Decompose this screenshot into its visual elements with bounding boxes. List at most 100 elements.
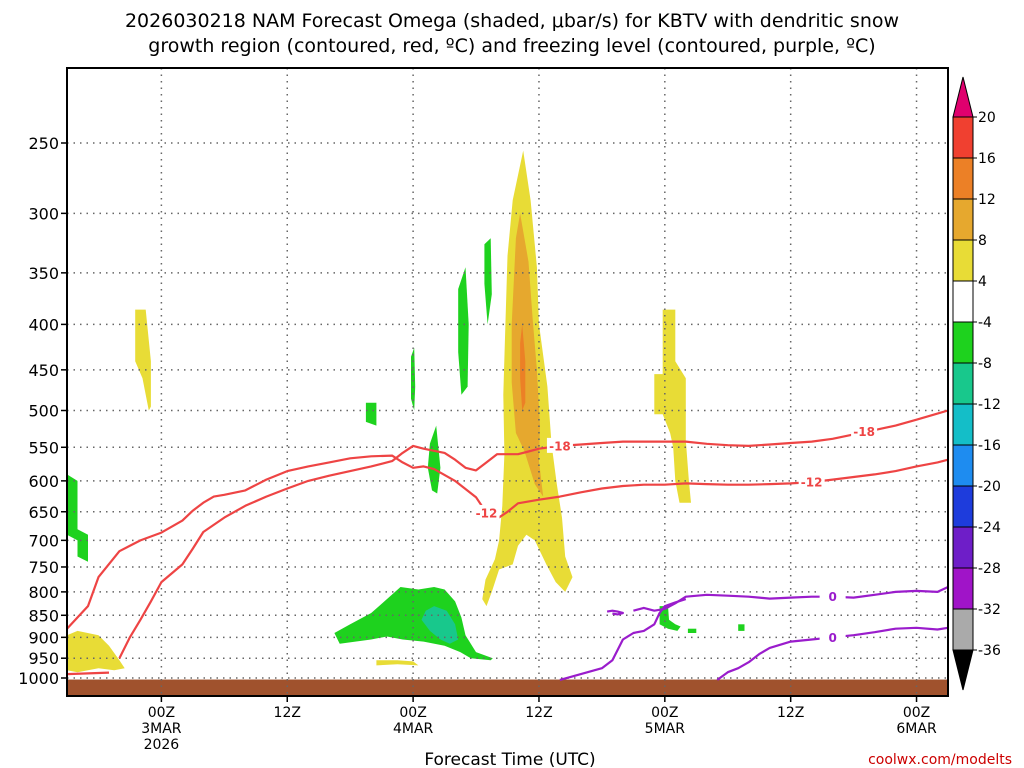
colorbar-segment-11 (952, 567, 974, 610)
y-tick-label-3: 400 (28, 315, 59, 334)
colorbar-label-12: -32 (978, 602, 1001, 618)
omega-region-12 (427, 425, 441, 494)
y-tick-label-10: 750 (28, 558, 59, 577)
y-tick-label-14: 950 (28, 649, 59, 668)
omega-region-7 (67, 474, 88, 562)
omega-region-17 (738, 624, 745, 631)
y-tick-label-11: 800 (28, 583, 59, 602)
dgz-surface-contour (66, 671, 110, 676)
x-tick-label-0-2: 2026 (144, 737, 180, 753)
colorbar-label-7: -12 (978, 397, 1001, 413)
grid-lines (67, 68, 948, 696)
colorbar-segment-8 (952, 444, 974, 487)
dgz-minus12-label-2-bg (798, 474, 825, 490)
x-axis-label: Forecast Time (UTC) (424, 750, 595, 768)
colorbar-label-13: -36 (978, 643, 1001, 659)
colorbar-segment-3 (952, 239, 974, 282)
colorbar-segment-0 (952, 116, 974, 159)
x-tick-label-3-0: 12Z (525, 705, 552, 721)
y-tick-label-6: 550 (28, 438, 59, 457)
y-tick-label-4: 450 (28, 361, 59, 380)
dgz-minus18-label-2-bg (851, 423, 878, 439)
y-tick-label-13: 900 (28, 628, 59, 647)
omega-region-4 (654, 309, 691, 503)
omega-region-0 (135, 309, 151, 411)
colorbar-segment-10 (952, 526, 974, 569)
title-line-1: 2026030218 NAM Forecast Omega (shaded, μ… (125, 10, 899, 32)
colorbar: 20 16 12 8 4 -4 -8 -12 -16 -20 -24 -28 -32 -36 (952, 76, 1001, 691)
freezing-lower-label-bg (819, 629, 846, 645)
freezing-lower-label: 0 (828, 631, 836, 645)
y-tick-label-1: 300 (28, 204, 59, 223)
omega-region-15 (659, 606, 681, 631)
colorbar-bottom-arrow (952, 649, 974, 691)
colorbar-label-6: -8 (978, 356, 992, 372)
x-tick-label-1-0: 12Z (274, 705, 301, 721)
y-tick-label-8: 650 (28, 503, 59, 522)
colorbar-label-1: 16 (978, 151, 996, 167)
omega-region-10 (458, 267, 469, 395)
colorbar-label-10: -24 (978, 520, 1001, 536)
colorbar-segment-1 (952, 157, 974, 200)
freezing-upper-contour (633, 586, 949, 612)
colorbar-segment-12 (952, 608, 974, 651)
dgz-minus18-label: -18 (549, 439, 571, 453)
freezing-upper-label: 0 (828, 590, 836, 604)
colorbar-segment-2 (952, 198, 974, 241)
omega-region-8 (365, 402, 377, 426)
y-tick-label-2: 350 (28, 264, 59, 283)
colorbar-segment-4 (952, 280, 974, 323)
dgz-minus12-label-bg (473, 504, 500, 520)
temperature-contours: -18 -18 -12 -12 0 0 (66, 409, 949, 681)
dgz-minus18-label-2: -18 (853, 425, 875, 439)
colorbar-label-11: -28 (978, 561, 1001, 577)
plot-frame (66, 67, 949, 697)
freezing-hook-contour (606, 609, 625, 616)
x-tick-label-4-1: 5MAR (645, 721, 686, 737)
omega-region-5 (511, 213, 544, 497)
omega-region-13 (334, 587, 493, 661)
freezing-upper-label-bg (819, 588, 846, 604)
freezing-lower-contour-a (559, 598, 687, 681)
x-tick-label-0-0: 00Z (148, 705, 175, 721)
surface-band (67, 679, 948, 696)
omega-region-1 (67, 630, 125, 673)
y-tick-label-5: 500 (28, 402, 59, 421)
omega-region-14 (421, 606, 459, 644)
y-tick-label-15: 1000 (18, 669, 59, 688)
dgz-minus12-label: -12 (476, 506, 498, 520)
colorbar-label-9: -20 (978, 479, 1001, 495)
colorbar-segment-5 (952, 321, 974, 364)
dgz-minus18-contour (118, 409, 949, 659)
x-tick-label-2-1: 4MAR (393, 721, 434, 737)
omega-region-11 (484, 238, 492, 325)
freezing-lower-contour-b (716, 626, 949, 681)
surface-terrain (67, 679, 948, 696)
colorbar-label-0: 20 (978, 110, 996, 126)
dgz-minus18-label-bg (546, 437, 573, 453)
colorbar-segment-6 (952, 362, 974, 405)
title-line-2: growth region (contoured, red, ºC) and f… (148, 35, 875, 57)
colorbar-label-5: -4 (978, 315, 992, 331)
title: 2026030218 NAM Forecast Omega (shaded, μ… (125, 10, 899, 57)
colorbar-label-4: 4 (978, 274, 987, 290)
omega-region-2 (376, 660, 419, 666)
x-tick-label-5-0: 12Z (777, 705, 804, 721)
y-tick-label-7: 600 (28, 472, 59, 491)
credit-text: coolwx.com/modelts (868, 752, 1012, 768)
x-tick-label-0-1: 3MAR (141, 721, 182, 737)
x-tick-label-6-1: 6MAR (896, 721, 937, 737)
y-axis: 250 300 350 400 450 500 550 600 650 700 750 800 850 9… (18, 134, 67, 688)
colorbar-label-3: 8 (978, 233, 987, 249)
x-tick-label-2-0: 00Z (399, 705, 426, 721)
y-tick-label-9: 700 (28, 531, 59, 550)
x-tick-label-4-0: 00Z (651, 705, 678, 721)
omega-region-6 (520, 324, 526, 411)
colorbar-label-2: 12 (978, 192, 996, 208)
colorbar-top-arrow (952, 76, 974, 118)
x-tick-label-6-0: 00Z (903, 705, 930, 721)
omega-region-16 (687, 628, 697, 633)
y-tick-label-12: 850 (28, 606, 59, 625)
